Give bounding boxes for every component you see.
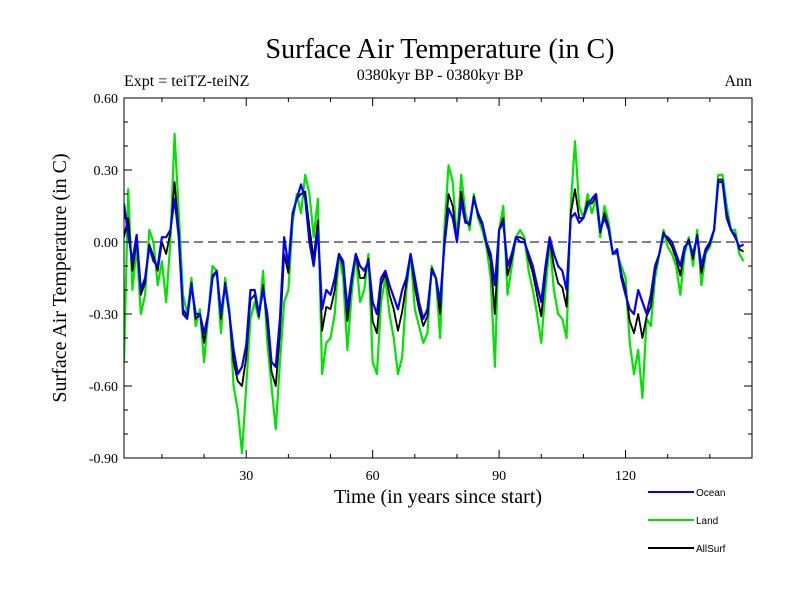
x-tick-label: 120 <box>615 469 636 484</box>
season-label: Ann <box>724 73 752 90</box>
legend-label-land: Land <box>696 516 718 527</box>
y-tick-label: -0.60 <box>89 380 118 395</box>
x-tick-label: 30 <box>239 469 253 484</box>
y-tick-label: 0.60 <box>94 92 119 107</box>
legend: Ocean Land AllSurf <box>648 488 726 555</box>
legend-label-allsurf: AllSurf <box>696 544 726 555</box>
chart-subtitle: 0380kyr BP - 0380kyr BP <box>357 67 524 84</box>
y-tick-label: -0.90 <box>89 452 118 467</box>
plot-area <box>124 132 752 455</box>
y-tick-label: 0.30 <box>94 164 119 179</box>
series-line-ocean <box>124 180 745 376</box>
x-tick-label: 60 <box>366 469 380 484</box>
legend-label-ocean: Ocean <box>696 488 725 499</box>
x-tick-label: 90 <box>492 469 506 484</box>
y-axis-label: Surface Air Temperature (in C) <box>49 153 71 402</box>
experiment-label: Expt = teiTZ-teiNZ <box>124 73 249 90</box>
x-axis-label: Time (in years since start) <box>334 486 542 508</box>
y-tick-label: -0.30 <box>89 308 118 323</box>
axes: -0.90 -0.60 -0.30 0.00 0.30 0.60 30 60 90 120 <box>89 92 753 484</box>
y-tick-label: 0.00 <box>94 236 119 251</box>
plot-frame <box>123 97 753 459</box>
chart-title: Surface Air Temperature (in C) <box>266 34 615 65</box>
